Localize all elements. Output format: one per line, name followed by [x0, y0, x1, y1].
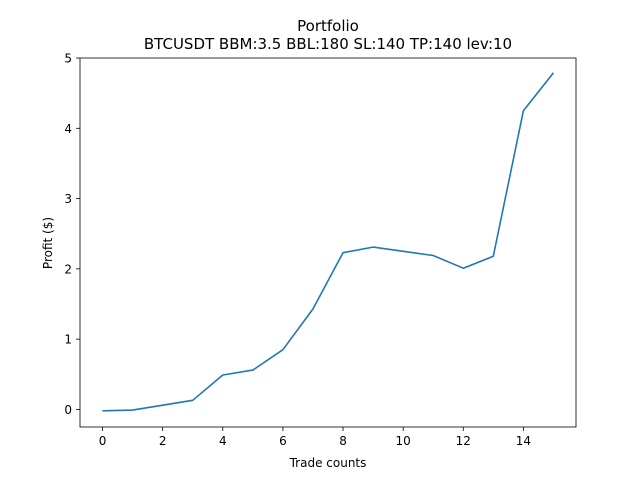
y-tick-label: 5 [64, 52, 72, 66]
x-tick-label: 6 [279, 434, 287, 448]
x-tick-label: 10 [396, 434, 411, 448]
x-tick-label: 8 [339, 434, 347, 448]
x-axis-label: Trade counts [289, 456, 367, 470]
axes-frame [79, 57, 577, 428]
y-tick-label: 4 [64, 122, 72, 136]
x-tick-label: 12 [456, 434, 471, 448]
x-tick-label: 0 [99, 434, 107, 448]
y-tick-label: 0 [64, 403, 72, 417]
y-tick-label: 2 [64, 262, 72, 276]
series-line-0 [102, 72, 555, 412]
x-tick-label: 14 [516, 434, 531, 448]
y-tick-label: 3 [64, 192, 72, 206]
x-tick-label: 2 [159, 434, 167, 448]
x-tick-label: 4 [219, 434, 227, 448]
y-axis-label: Profit ($) [41, 217, 55, 269]
chart-subtitle: BTCUSDT BBM:3.5 BBL:180 SL:140 TP:140 le… [144, 35, 512, 53]
chart-title: Portfolio [297, 17, 359, 35]
y-tick-label: 1 [64, 333, 72, 347]
